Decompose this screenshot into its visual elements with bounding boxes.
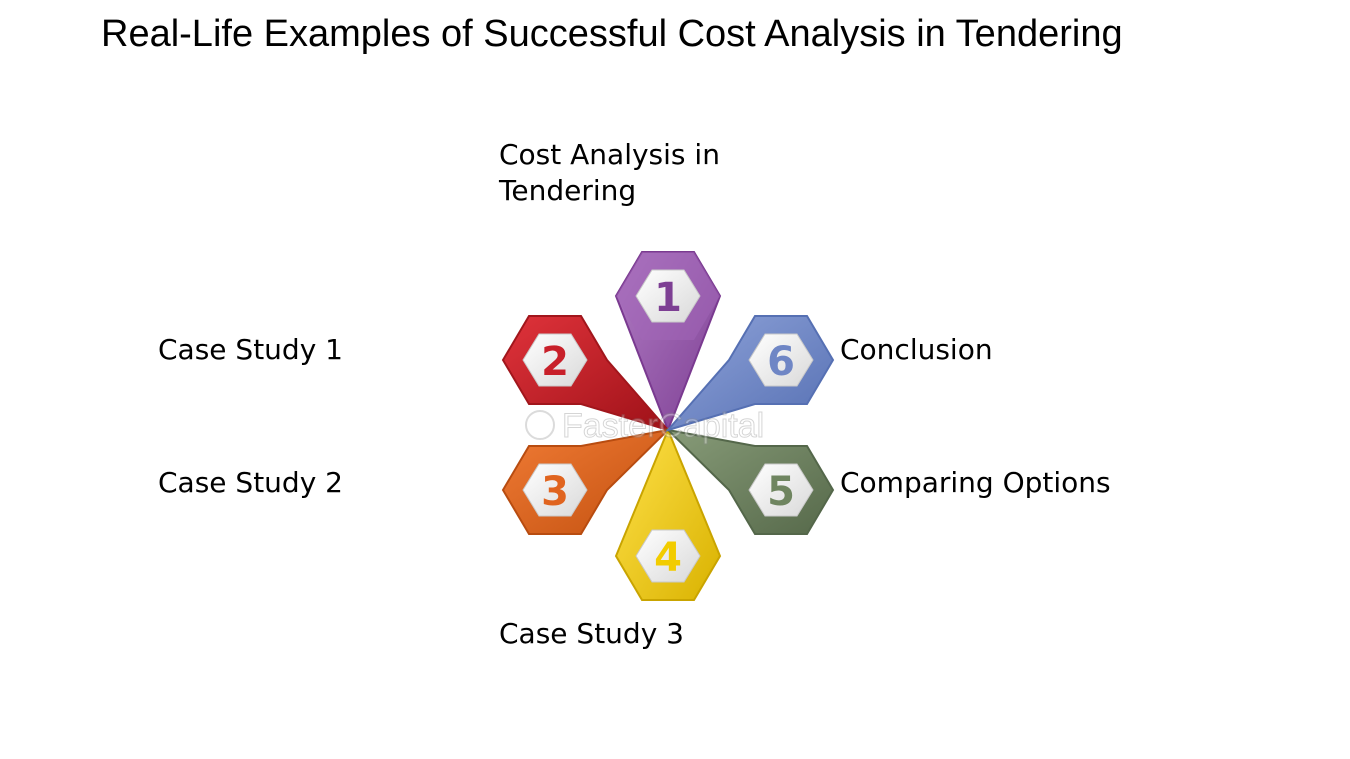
petal-1: 1 [614,251,722,433]
label-item-1: Cost Analysis in Tendering [499,138,720,207]
badge-4-number: 4 [654,535,682,581]
badge-3-hexagon [522,463,588,517]
badge-2-number: 2 [541,339,569,385]
label-item-5: Comparing Options [840,466,1111,499]
slide-title: Real-Life Examples of Successful Cost An… [101,13,1123,55]
badge-1-number: 1 [654,275,682,321]
petal-5: 5 [664,428,835,535]
watermark-logo-icon [525,410,555,440]
petal-4: 4 [614,427,722,601]
badge-4-hexagon [635,529,701,583]
petal-2: 2 [501,315,672,432]
badge-5-number: 5 [767,469,795,515]
badge-2-hexagon [522,333,588,387]
watermark-text: FasterCapital [562,407,764,445]
petal-6: 6 [664,315,835,432]
label-item-6: Conclusion [840,333,993,366]
label-item-3: Case Study 2 [158,466,343,499]
badge-1-hexagon [635,269,701,323]
label-item-2: Case Study 1 [158,333,343,366]
badge-6-number: 6 [767,339,795,385]
petal-3: 3 [501,428,672,535]
badge-3-number: 3 [541,469,569,515]
badge-5-hexagon [748,463,814,517]
label-item-4: Case Study 3 [499,617,684,650]
watermark: FasterCapital [525,407,765,446]
badge-6-hexagon [748,333,814,387]
